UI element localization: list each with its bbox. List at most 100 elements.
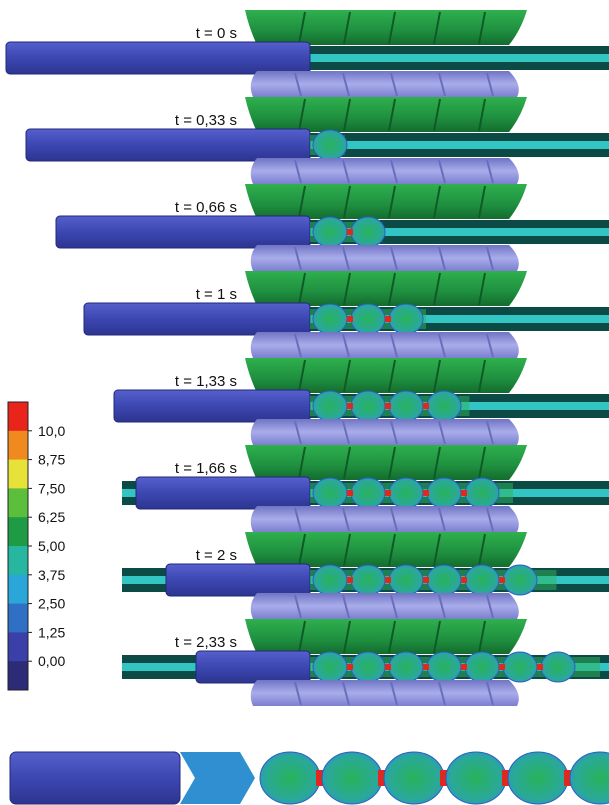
screw-flight <box>388 359 396 393</box>
screw-flight <box>294 246 302 271</box>
screw-flight <box>438 594 446 619</box>
melt-bulb <box>312 477 348 509</box>
melt-neck <box>347 316 353 322</box>
screw-flight <box>388 11 396 45</box>
closeup-neck <box>502 770 512 786</box>
screw-flight <box>343 446 351 480</box>
screw-flight <box>478 185 486 219</box>
closeup-neck <box>316 770 326 786</box>
colorbar-tick-label: 3,75 <box>38 567 65 583</box>
colorbar-tick-label: 5,00 <box>38 538 65 554</box>
screw-flight <box>390 72 398 97</box>
closeup-bulb <box>259 751 321 805</box>
screw-flight <box>486 333 494 358</box>
screw-flight <box>388 272 396 306</box>
screw-flight <box>298 620 306 654</box>
screw-flight <box>486 507 494 532</box>
melt-neck <box>347 490 353 496</box>
colorbar: 10,0 8,75 7,50 6,25 5,00 3,75 2,50 1,25 0,00 <box>7 401 65 691</box>
screw-flight <box>390 333 398 358</box>
frame-1: t = 0,33 s <box>25 97 609 184</box>
screw-flight <box>433 98 441 132</box>
closeup-rod <box>9 751 181 805</box>
closeup-strip <box>9 751 609 805</box>
melt-neck <box>385 577 391 583</box>
melt-neck <box>423 664 429 670</box>
screw-flight <box>478 98 486 132</box>
melt-bulb <box>388 477 424 509</box>
melt-neck <box>499 664 505 670</box>
colorbar-swatch <box>8 546 28 576</box>
melt-bulb <box>312 390 348 422</box>
frame-3: t = 1 s <box>83 271 609 358</box>
screw-flight <box>486 72 494 97</box>
screw-flight <box>343 620 351 654</box>
melt-bulb <box>350 564 386 596</box>
time-label: t = 1 s <box>196 286 237 303</box>
screw-flight <box>342 333 350 358</box>
screw-flight <box>343 533 351 567</box>
core-line <box>300 315 609 323</box>
melt-neck <box>499 577 505 583</box>
colorbar-swatch <box>8 632 28 662</box>
screw-flight <box>438 72 446 97</box>
screw-flight <box>388 533 396 567</box>
screw-flight <box>433 446 441 480</box>
rod <box>55 215 311 249</box>
time-label: t = 1,66 s <box>175 460 237 477</box>
screw-flight <box>390 246 398 271</box>
screw-flight <box>343 272 351 306</box>
screw-flight <box>486 594 494 619</box>
colorbar-swatch <box>8 430 28 461</box>
frame-4: t = 1,33 s <box>113 358 609 445</box>
screw-flight <box>433 11 441 45</box>
lower-screw <box>250 332 519 358</box>
closeup-neck <box>564 770 574 786</box>
lower-screw <box>250 680 519 706</box>
screw-flight <box>342 72 350 97</box>
screw-flight <box>390 681 398 706</box>
lower-screw <box>250 593 519 619</box>
melt-neck <box>461 490 467 496</box>
upper-screw <box>245 10 527 45</box>
colorbar-tick-label: 1,25 <box>38 624 65 640</box>
screw-flight <box>433 185 441 219</box>
rod <box>195 650 311 684</box>
melt-neck <box>385 403 391 409</box>
colorbar-tick-label: 8,75 <box>38 452 65 468</box>
melt-neck <box>347 403 353 409</box>
core-line <box>300 228 609 236</box>
frame-2: t = 0,66 s <box>55 184 609 271</box>
upper-screw <box>245 358 527 393</box>
screw-flight <box>298 359 306 393</box>
screw-flight <box>342 246 350 271</box>
closeup-bulb <box>321 751 383 805</box>
screw-flight <box>342 507 350 532</box>
rod <box>83 302 311 336</box>
colorbar-tick-label: 6,25 <box>38 509 65 525</box>
melt-bulb <box>312 303 348 335</box>
colorbar-tick-label: 10,0 <box>38 423 65 439</box>
melt-bulb <box>312 216 348 248</box>
melt-neck <box>347 577 353 583</box>
rod <box>25 128 311 162</box>
screw-flight <box>298 446 306 480</box>
screw-flight <box>298 533 306 567</box>
colorbar-tick-label: 0,00 <box>38 653 65 669</box>
frame-7: t = 2,33 s <box>122 619 609 706</box>
melt-bulb <box>388 390 424 422</box>
time-label: t = 0,33 s <box>175 112 237 129</box>
melt-neck <box>423 577 429 583</box>
screw-flight <box>388 98 396 132</box>
screw-flight <box>438 159 446 184</box>
melt-neck <box>461 664 467 670</box>
melt-neck <box>347 664 353 670</box>
screw-flight <box>342 159 350 184</box>
melt-bulb <box>426 477 462 509</box>
melt-bulb <box>350 651 386 683</box>
screw-flight <box>343 359 351 393</box>
melt-bulb <box>388 564 424 596</box>
screw-flight <box>388 620 396 654</box>
screw-flight <box>478 446 486 480</box>
screw-flight <box>438 420 446 445</box>
